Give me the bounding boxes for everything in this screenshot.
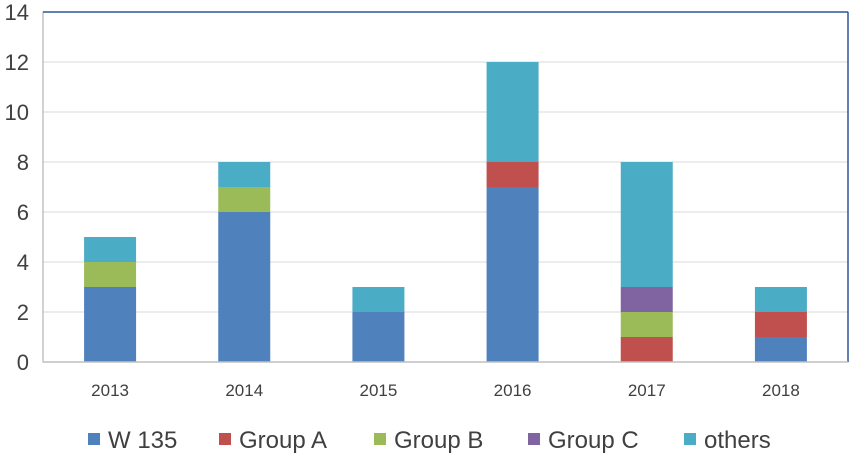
y-tick-label: 4 (17, 250, 29, 275)
bar-segment-w-135-2014 (218, 212, 271, 362)
legend-label-group-b: Group B (394, 427, 483, 454)
y-tick-label: 2 (17, 300, 29, 325)
bar-segment-others-2017 (620, 162, 673, 287)
bar-segment-others-2015 (352, 287, 405, 312)
y-tick-label: 12 (5, 50, 29, 75)
bars (84, 62, 807, 362)
legend-label-others: others (704, 427, 771, 454)
bar-segment-others-2018 (754, 287, 807, 312)
bar-segment-group-c-2017 (620, 287, 673, 312)
x-tick-label: 2015 (360, 381, 398, 400)
x-tick-label: 2017 (628, 381, 666, 400)
bar-segment-others-2014 (218, 162, 271, 187)
legend: W 135 Group A Group B Group C others (88, 427, 771, 454)
gridlines (43, 61, 848, 313)
legend-swatch-group-c (528, 433, 540, 445)
bar-segment-group-b-2017 (620, 312, 673, 337)
x-tick-label: 2014 (225, 381, 263, 400)
legend-swatch-w-135 (88, 433, 100, 445)
y-tick-label: 8 (17, 150, 29, 175)
legend-swatch-others (684, 433, 696, 445)
bar-segment-w-135-2013 (84, 287, 137, 362)
bar-segment-w-135-2016 (486, 187, 539, 362)
x-tick-label: 2016 (494, 381, 532, 400)
legend-swatch-group-b (374, 433, 386, 445)
tick-labels: 0 2 4 6 8 10 12 14 2013 2014 2015 2016 2017 2018 (5, 0, 800, 400)
plot-area-border (42, 11, 849, 363)
y-tick-label: 10 (5, 100, 29, 125)
bar-segment-w-135-2018 (754, 337, 807, 362)
bar-segment-group-a-2016 (486, 162, 539, 187)
bar-segment-group-b-2013 (84, 262, 137, 287)
legend-label-group-a: Group A (239, 427, 327, 454)
bar-segment-others-2013 (84, 237, 137, 262)
x-tick-label: 2013 (91, 381, 129, 400)
x-tick-label: 2018 (762, 381, 800, 400)
bar-segment-w-135-2015 (352, 312, 405, 362)
bar-segment-group-a-2018 (754, 312, 807, 337)
y-tick-label: 0 (17, 350, 29, 375)
y-tick-label: 6 (17, 200, 29, 225)
legend-label-group-c: Group C (548, 427, 639, 454)
legend-swatch-group-a (219, 433, 231, 445)
bar-segment-group-b-2014 (218, 187, 271, 212)
bar-segment-group-a-2017 (620, 337, 673, 362)
y-tick-label: 14 (5, 0, 29, 25)
legend-label-w-135: W 135 (108, 427, 177, 454)
axes (42, 11, 849, 363)
bar-segment-others-2016 (486, 62, 539, 162)
